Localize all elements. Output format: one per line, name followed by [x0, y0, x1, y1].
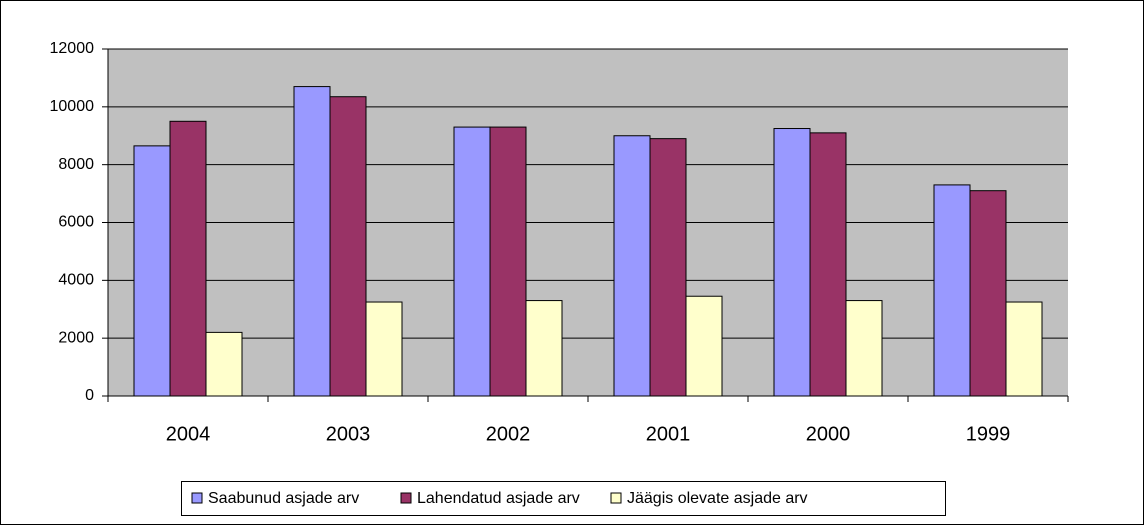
- y-tick-label: 0: [85, 387, 94, 404]
- y-tick-label: 12000: [50, 40, 95, 57]
- bar: [205, 331, 243, 397]
- y-tick-label: 2000: [58, 329, 94, 346]
- y-tick-label: 10000: [50, 98, 95, 115]
- bar: [809, 132, 847, 397]
- bar: [453, 126, 491, 397]
- y-tick-label: 6000: [58, 214, 94, 231]
- bar: [649, 138, 687, 397]
- x-tick-label: 1999: [966, 423, 1011, 445]
- legend-swatch: [191, 492, 203, 504]
- legend-swatch: [610, 492, 622, 504]
- x-tick-label: 2003: [326, 423, 371, 445]
- bar: [489, 126, 527, 397]
- bar: [169, 120, 207, 397]
- bar: [525, 300, 563, 397]
- bar: [293, 86, 331, 397]
- x-tick-label: 2004: [166, 423, 211, 445]
- legend-swatch: [400, 492, 412, 504]
- bar: [365, 301, 403, 397]
- x-tick-label: 2001: [646, 423, 691, 445]
- bar: [845, 300, 883, 397]
- bar: [685, 295, 723, 397]
- y-tick-label: 8000: [58, 156, 94, 173]
- legend-label: Lahendatud asjade arv: [417, 490, 580, 507]
- x-tick-label: 2000: [806, 423, 851, 445]
- bar: [1005, 301, 1043, 397]
- bar: [933, 184, 971, 397]
- bar: [773, 128, 811, 397]
- legend-label: Saabunud asjade arv: [208, 490, 359, 507]
- bar: [329, 96, 367, 397]
- bar: [969, 190, 1007, 397]
- bar: [133, 145, 171, 397]
- legend-box: [181, 481, 946, 516]
- y-tick-label: 4000: [58, 272, 94, 289]
- legend: Saabunud asjade arv Lahendatud asjade arv…: [181, 481, 946, 516]
- legend-label: Jäägis olevate asjade arv: [627, 490, 808, 507]
- x-tick-label: 2002: [486, 423, 531, 445]
- bar: [613, 135, 651, 397]
